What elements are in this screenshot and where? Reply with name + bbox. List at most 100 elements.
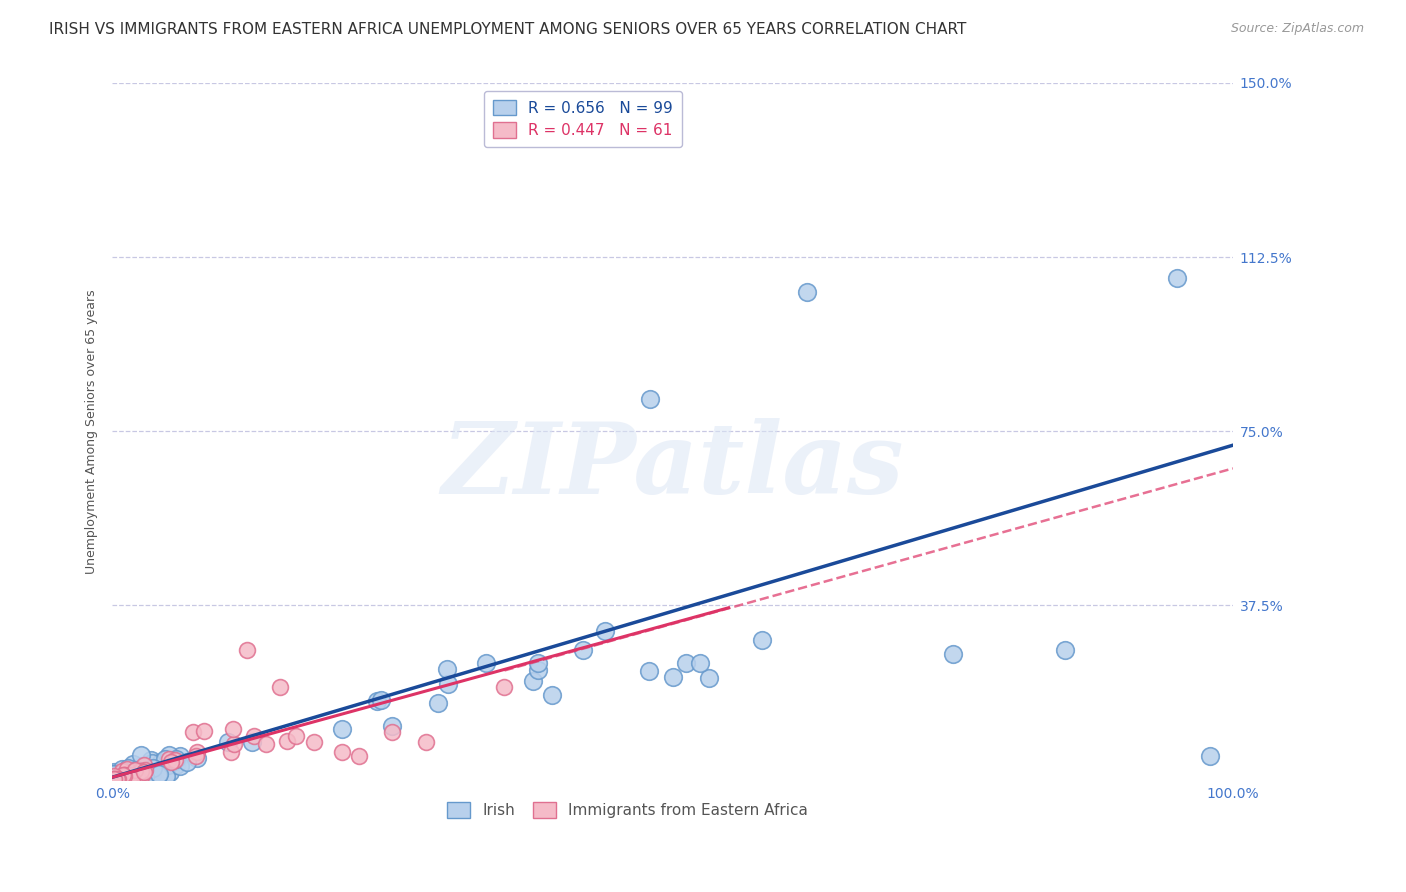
Point bbox=[114, 768, 136, 782]
Point bbox=[697, 671, 720, 685]
Point bbox=[427, 696, 450, 710]
Point bbox=[370, 693, 392, 707]
Point bbox=[120, 769, 142, 783]
Point bbox=[129, 748, 152, 763]
Point bbox=[112, 771, 135, 785]
Point bbox=[103, 769, 125, 783]
Point bbox=[103, 772, 125, 786]
Point bbox=[107, 772, 129, 786]
Point bbox=[330, 745, 353, 759]
Text: IRISH VS IMMIGRANTS FROM EASTERN AFRICA UNEMPLOYMENT AMONG SENIORS OVER 65 YEARS: IRISH VS IMMIGRANTS FROM EASTERN AFRICA … bbox=[49, 22, 966, 37]
Point bbox=[118, 767, 141, 781]
Point bbox=[347, 749, 370, 764]
Point bbox=[136, 768, 159, 782]
Point bbox=[110, 772, 132, 786]
Point bbox=[157, 754, 180, 768]
Point bbox=[330, 722, 353, 736]
Point bbox=[381, 719, 404, 733]
Point bbox=[217, 735, 239, 749]
Point bbox=[142, 761, 165, 775]
Point bbox=[1199, 749, 1222, 764]
Point bbox=[224, 737, 246, 751]
Point bbox=[540, 688, 562, 702]
Point bbox=[107, 772, 129, 786]
Point bbox=[638, 665, 661, 679]
Point bbox=[124, 772, 146, 786]
Point bbox=[120, 768, 142, 782]
Point bbox=[114, 772, 136, 786]
Point bbox=[127, 769, 149, 783]
Point bbox=[269, 680, 291, 694]
Point bbox=[152, 756, 174, 770]
Point bbox=[121, 772, 143, 786]
Legend: Irish, Immigrants from Eastern Africa: Irish, Immigrants from Eastern Africa bbox=[441, 796, 814, 824]
Point bbox=[112, 768, 135, 782]
Point bbox=[134, 758, 156, 772]
Point bbox=[118, 772, 141, 786]
Point bbox=[162, 754, 184, 768]
Point bbox=[103, 765, 125, 780]
Point bbox=[115, 772, 138, 786]
Point bbox=[165, 752, 187, 766]
Point bbox=[114, 767, 136, 781]
Point bbox=[157, 752, 180, 766]
Point bbox=[240, 735, 263, 749]
Point bbox=[235, 642, 257, 657]
Point bbox=[103, 772, 125, 786]
Point bbox=[114, 769, 136, 783]
Point bbox=[139, 753, 162, 767]
Point bbox=[104, 772, 127, 786]
Point bbox=[103, 772, 125, 786]
Point bbox=[105, 772, 128, 786]
Point bbox=[1166, 271, 1188, 285]
Point bbox=[186, 750, 208, 764]
Point bbox=[284, 729, 307, 743]
Point bbox=[186, 749, 208, 764]
Point bbox=[121, 762, 143, 776]
Point bbox=[114, 772, 136, 786]
Point bbox=[111, 768, 134, 782]
Point bbox=[141, 764, 163, 778]
Point bbox=[128, 764, 150, 778]
Point bbox=[494, 680, 516, 694]
Point bbox=[302, 735, 325, 749]
Point bbox=[127, 770, 149, 784]
Point bbox=[122, 756, 145, 771]
Point bbox=[181, 725, 204, 739]
Point bbox=[132, 764, 155, 779]
Point bbox=[105, 772, 128, 786]
Point bbox=[193, 724, 215, 739]
Point bbox=[169, 748, 191, 763]
Point bbox=[127, 768, 149, 782]
Point bbox=[436, 662, 458, 676]
Point bbox=[103, 772, 125, 786]
Point bbox=[689, 657, 711, 671]
Point bbox=[118, 768, 141, 782]
Point bbox=[134, 763, 156, 777]
Point bbox=[165, 753, 187, 767]
Point bbox=[117, 760, 139, 774]
Point bbox=[475, 657, 498, 671]
Point bbox=[131, 759, 153, 773]
Point bbox=[942, 647, 965, 661]
Point bbox=[118, 772, 141, 786]
Text: Source: ZipAtlas.com: Source: ZipAtlas.com bbox=[1230, 22, 1364, 36]
Point bbox=[117, 766, 139, 780]
Point bbox=[638, 392, 661, 406]
Point bbox=[141, 768, 163, 782]
Point bbox=[110, 767, 132, 781]
Point bbox=[169, 759, 191, 773]
Point bbox=[125, 770, 148, 784]
Point bbox=[101, 766, 124, 780]
Point bbox=[242, 730, 264, 744]
Point bbox=[124, 763, 146, 777]
Point bbox=[136, 764, 159, 779]
Point bbox=[572, 642, 595, 657]
Point bbox=[527, 663, 550, 677]
Point bbox=[366, 694, 388, 708]
Point bbox=[105, 768, 128, 782]
Point bbox=[122, 772, 145, 786]
Point bbox=[186, 745, 208, 759]
Point bbox=[146, 768, 169, 782]
Point bbox=[415, 735, 437, 749]
